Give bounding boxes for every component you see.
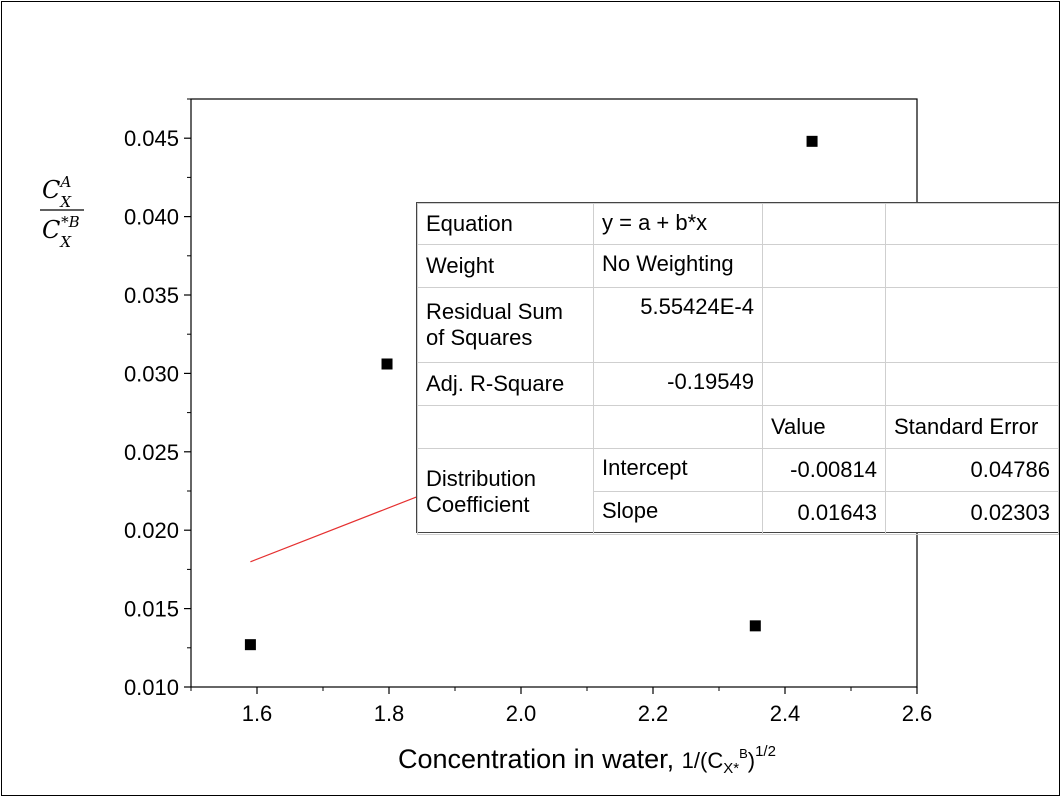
y-label-denominator: CX*B [42,213,80,251]
data-point [749,620,761,632]
empty-cell [762,203,886,245]
x-tick-label: 2.2 [638,701,669,726]
empty-cell [885,203,1059,245]
header-std-error: Standard Error [885,405,1059,449]
x-tick-label: 2.6 [902,701,933,726]
param-name: Slope [593,491,763,535]
fit-row-value: 5.55424E-4 [593,287,763,363]
param-name: Intercept [593,448,763,492]
fit-row-label: Adj. R-Square [417,362,594,406]
x-tick-label: 2.0 [506,701,537,726]
x-axis-title: Concentration in water, 1/(CX*B)1/2 [398,743,776,777]
data-point [381,358,393,370]
data-point [806,135,818,147]
y-tick-label: 0.035 [124,283,179,308]
fit-row-value: -0.19549 [593,362,763,406]
y-tick-label: 0.045 [124,126,179,151]
fit-row-value: No Weighting [593,244,763,288]
x-tick-label: 1.6 [242,701,273,726]
y-tick-label: 0.025 [124,440,179,465]
x-tick-label: 2.4 [770,701,801,726]
y-axis-label: CXA CX*B [40,173,84,251]
y-axis: 0.010 0.015 0.020 0.025 0.030 0.035 0.040 0.045 [124,98,191,700]
fit-row-label: Residual Sum of Squares [417,287,594,363]
empty-cell [885,244,1059,288]
y-tick-label: 0.020 [124,518,179,543]
empty-cell [885,287,1059,363]
param-std-error: 0.04786 [885,448,1059,492]
data-point [244,639,256,651]
empty-cell [417,405,594,449]
data-points [244,135,818,651]
empty-cell [762,287,886,363]
empty-cell [762,244,886,288]
fit-row-label: Weight [417,244,594,288]
header-value: Value [762,405,886,449]
y-tick-label: 0.030 [124,361,179,386]
y-tick-label: 0.015 [124,597,179,622]
x-tick-label: 1.8 [374,701,405,726]
y-tick-label: 0.040 [124,205,179,230]
fit-row-value: y = a + b*x [593,203,763,245]
empty-cell [885,362,1059,406]
param-value: 0.01643 [762,491,886,535]
empty-cell [593,405,763,449]
y-tick-label: 0.010 [124,675,179,700]
fit-row-label: Equation [417,203,594,245]
param-value: -0.00814 [762,448,886,492]
param-std-error: 0.02303 [885,491,1059,535]
empty-cell [762,362,886,406]
linear-fit-table: Equation y = a + b*x Weight No Weighting… [416,202,1059,535]
group-label: Distribution Coefficient [417,448,594,535]
x-axis: 1.6 1.8 2.0 2.2 2.4 2.6 [190,687,933,726]
y-label-numerator: CXA [42,173,72,211]
